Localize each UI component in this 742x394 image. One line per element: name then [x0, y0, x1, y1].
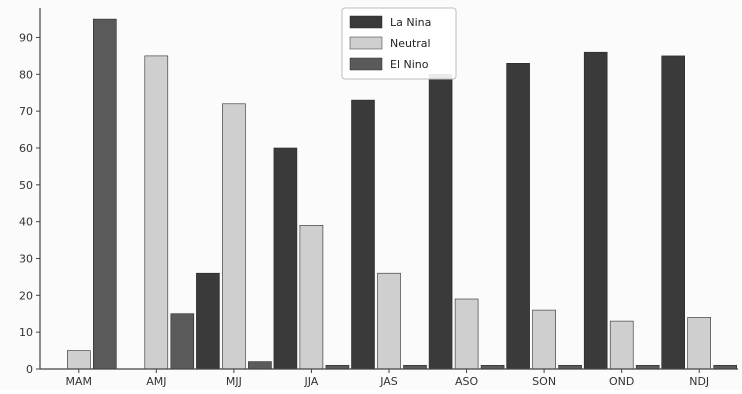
y-tick-label: 50 — [19, 179, 33, 192]
x-tick-label: OND — [609, 375, 634, 388]
bar-el-nino-amj — [170, 313, 195, 370]
x-tick-label: JAS — [379, 375, 398, 388]
bar-neutral-ndj — [687, 317, 712, 370]
bar-neutral-son — [532, 309, 556, 370]
bar-la-nina-jas — [351, 99, 375, 370]
bar-neutral-amj — [144, 55, 169, 370]
legend-swatch-la-nina — [349, 15, 383, 29]
x-tick-label: JJA — [304, 375, 319, 388]
x-tick-label: MAM — [66, 375, 93, 388]
x-tick-label: AMJ — [146, 375, 166, 388]
x-tick-label: MJJ — [226, 375, 242, 388]
y-axis: 0 10 20 30 40 50 60 70 80 90 — [19, 8, 41, 376]
x-tick-label: ASO — [455, 375, 479, 388]
bar-neutral-ond — [609, 320, 634, 370]
y-tick-label: 10 — [19, 326, 33, 339]
y-tick-label: 20 — [19, 289, 33, 302]
y-tick-label: 60 — [19, 142, 33, 155]
y-tick-label: 30 — [19, 252, 33, 265]
y-tick-label: 80 — [19, 68, 33, 81]
legend: La Nina Neutral El Nino — [341, 7, 457, 80]
y-tick-label: 90 — [19, 31, 33, 44]
bar-neutral-jja — [299, 225, 324, 370]
bar-neutral-mam — [67, 350, 91, 370]
legend-swatch-el-nino — [349, 57, 383, 71]
bar-la-nina-jja — [273, 147, 298, 370]
bar-la-nina-ndj — [661, 55, 686, 370]
bar-la-nina-son — [506, 62, 530, 370]
bar-el-nino-mam — [93, 18, 117, 370]
y-tick-label: 70 — [19, 105, 33, 118]
bar-el-nino-mjj — [248, 361, 272, 370]
bar-la-nina-mjj — [196, 272, 220, 370]
legend-label-neutral: Neutral — [390, 37, 431, 50]
legend-label-la-nina: La Nina — [390, 16, 431, 29]
legend-label-el-nino: El Nino — [390, 58, 429, 71]
bar-neutral-aso — [454, 298, 479, 370]
legend-swatch-neutral — [349, 36, 383, 50]
bar-neutral-mjj — [222, 103, 246, 370]
y-tick-label: 40 — [19, 216, 33, 229]
bar-la-nina-ond — [583, 51, 608, 370]
y-tick-label: 0 — [26, 363, 33, 376]
x-tick-label: NDJ — [689, 375, 709, 388]
bar-neutral-jas — [377, 272, 401, 370]
x-tick-label: SON — [532, 375, 556, 388]
x-axis: MAM AMJ MJJ JJA JAS ASO SON OND NDJ — [40, 368, 738, 388]
bar-la-nina-aso — [428, 74, 453, 370]
